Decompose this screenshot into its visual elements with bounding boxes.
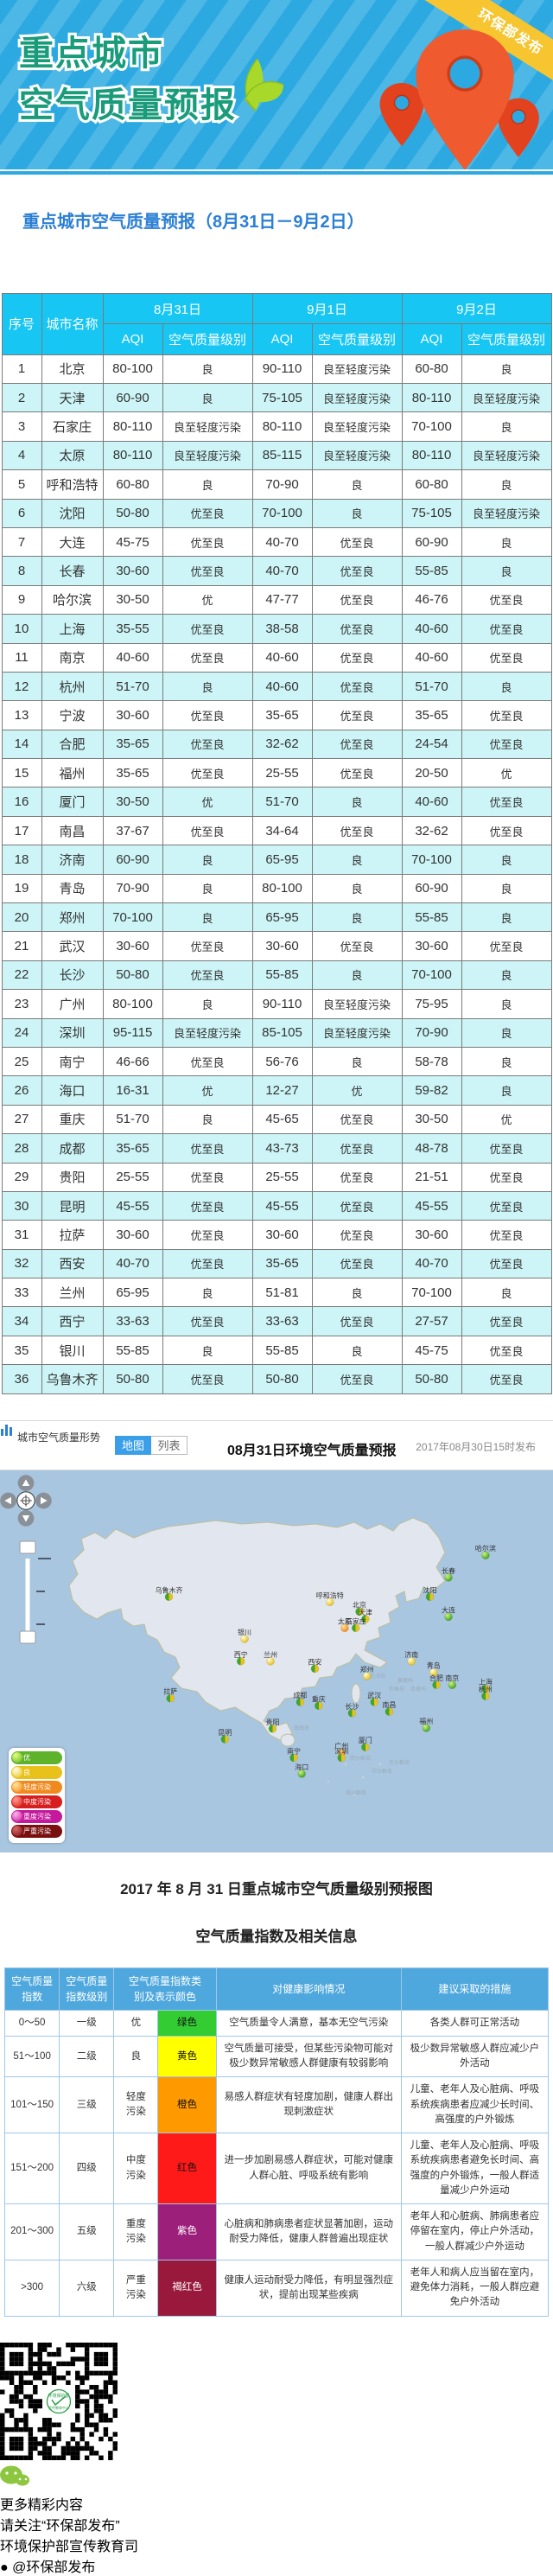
svg-text:赤尾屿: 赤尾屿 [410, 1686, 426, 1693]
svg-text:环境保护部: 环境保护部 [48, 2393, 69, 2399]
svg-text:南沙群岛: 南沙群岛 [346, 1789, 366, 1796]
svg-text:黄尾屿: 黄尾屿 [397, 1677, 413, 1684]
svg-text:西沙群岛: 西沙群岛 [350, 1755, 371, 1762]
svg-text:钓鱼岛: 钓鱼岛 [389, 1686, 404, 1693]
svg-text:宣传教育中心: 宣传教育中心 [48, 2405, 69, 2410]
svg-text:海南岛: 海南岛 [294, 1725, 309, 1731]
svg-text:东沙群岛: 东沙群岛 [389, 1759, 410, 1766]
svg-text:中沙群岛: 中沙群岛 [372, 1768, 392, 1775]
svg-text:台湾岛: 台湾岛 [370, 1673, 385, 1680]
